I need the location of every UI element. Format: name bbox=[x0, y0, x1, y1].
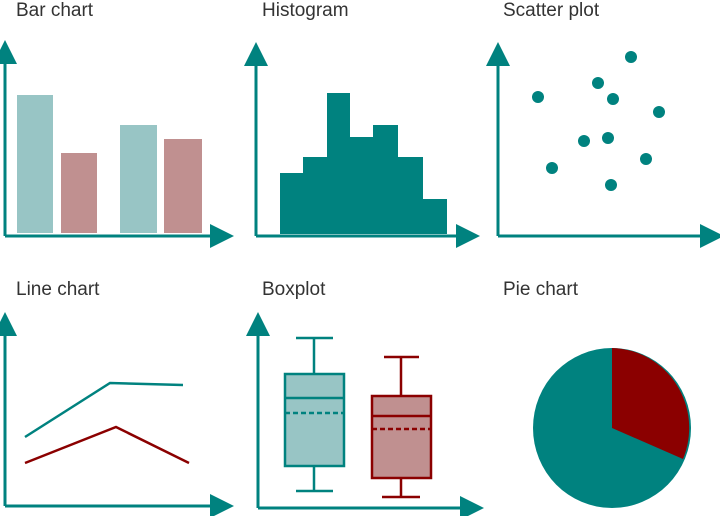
point bbox=[607, 93, 619, 105]
point bbox=[640, 153, 652, 165]
scatter-plot-title: Scatter plot bbox=[503, 0, 600, 21]
bar bbox=[17, 95, 53, 233]
point bbox=[578, 135, 590, 147]
point bbox=[653, 106, 665, 118]
red-line bbox=[24, 425, 190, 465]
teal-line bbox=[24, 381, 184, 439]
bar bbox=[61, 153, 97, 233]
histogram bbox=[244, 42, 480, 248]
bar-chart-title: Bar chart bbox=[16, 0, 94, 21]
histogram-bars bbox=[280, 93, 447, 234]
bar-chart bbox=[0, 40, 234, 248]
bar bbox=[120, 125, 157, 233]
boxplot-title: Boxplot bbox=[262, 279, 326, 300]
boxplot bbox=[246, 312, 484, 516]
point bbox=[532, 91, 544, 103]
pie-slice-red bbox=[612, 348, 690, 459]
bar bbox=[164, 139, 202, 233]
point bbox=[605, 179, 617, 191]
line-chart-title: Line chart bbox=[16, 279, 100, 300]
point bbox=[546, 162, 558, 174]
pie-chart bbox=[533, 348, 691, 508]
line-chart bbox=[0, 312, 234, 516]
point bbox=[625, 51, 637, 63]
point bbox=[602, 132, 614, 144]
teal-box bbox=[283, 336, 346, 493]
point bbox=[592, 77, 604, 89]
histogram-title: Histogram bbox=[262, 0, 349, 21]
red-box bbox=[370, 355, 433, 499]
scatter-plot bbox=[486, 42, 720, 248]
pie-chart-title: Pie chart bbox=[503, 279, 578, 300]
